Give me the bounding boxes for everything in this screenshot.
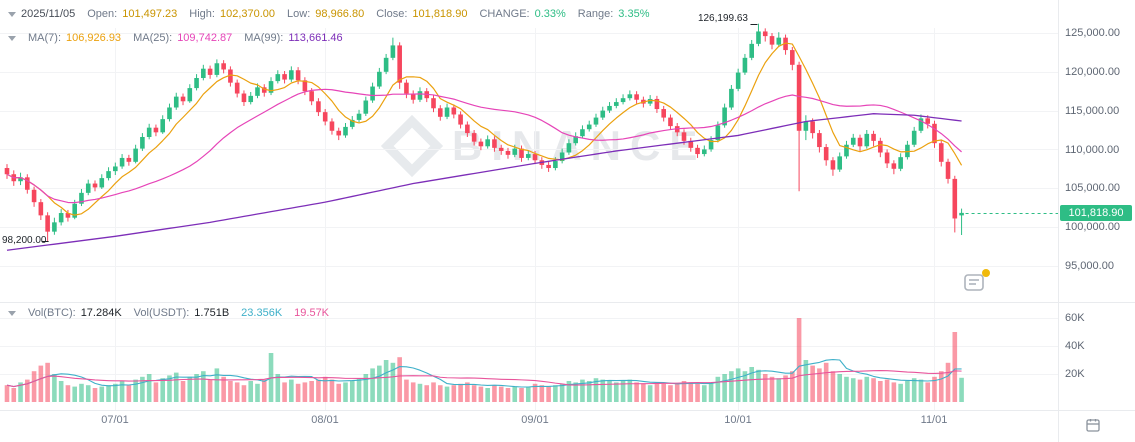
last-price-badge: 101,818.90: [1060, 205, 1132, 221]
range-high-marker: 126,199.63: [697, 13, 748, 24]
volume-header: Vol(BTC): 17.284K Vol(USDT): 1.751B 23.3…: [8, 306, 329, 320]
open-label: Open:: [87, 8, 118, 20]
close-label: Close:: [376, 8, 408, 20]
news-icon: [964, 274, 984, 291]
open-value: 101,497.23: [122, 8, 178, 20]
ma25-value: 109,742.87: [177, 32, 233, 44]
time-axis[interactable]: 07/01 08/01 09/01 10/01 11/01: [0, 414, 1058, 434]
vol-ma-fast-value: 23.356K: [241, 307, 283, 319]
volume-axis: 60K 40K 20K: [1063, 0, 1135, 442]
ma7-label: MA(7):: [28, 32, 61, 44]
close-value: 101,818.90: [412, 8, 468, 20]
vol-btc-value: 17.284K: [80, 307, 122, 319]
range-value: 3.35%: [618, 8, 650, 20]
low-label: Low:: [287, 8, 311, 20]
time-tick: 11/01: [920, 414, 948, 426]
ma-collapse-chevron-icon[interactable]: [8, 35, 16, 41]
volume-tick: 40K: [1065, 340, 1085, 352]
volume-tick: 20K: [1065, 368, 1085, 380]
time-tick: 10/01: [724, 414, 752, 426]
time-tick: 08/01: [311, 414, 339, 426]
time-tick: 07/01: [101, 414, 129, 426]
high-label: High:: [189, 8, 215, 20]
candle-date: 2025/11/05: [21, 8, 76, 20]
time-tick: 09/01: [521, 414, 549, 426]
price-tick: 95,000.00: [1065, 260, 1114, 272]
volume-tick: 60K: [1065, 312, 1085, 324]
ma99-value: 113,661.46: [288, 32, 343, 44]
vol-usdt-value: 1.751B: [194, 307, 230, 319]
range-low-marker: 98,200.00: [2, 235, 47, 246]
price-tick: 125,000.00: [1065, 27, 1121, 39]
ma99-label: MA(99):: [244, 32, 284, 44]
vol-ma-slow-value: 19.57K: [294, 307, 330, 319]
change-label: CHANGE:: [479, 8, 530, 20]
low-value: 98,966.80: [315, 8, 365, 20]
ma-header: MA(7): 106,926.93 MA(25): 109,742.87 MA(…: [8, 31, 343, 45]
ma7-value: 106,926.93: [66, 32, 122, 44]
ohlc-header: 2025/11/05 Open: 101,497.23 High: 102,37…: [8, 7, 649, 21]
price-axis[interactable]: 125,000.00 120,000.00 115,000.00 110,000…: [1063, 0, 1135, 300]
price-tick: 120,000.00: [1065, 66, 1121, 78]
vol-usdt-label: Vol(USDT):: [133, 307, 190, 319]
price-tick: 115,000.00: [1065, 105, 1120, 117]
chevron-down-icon[interactable]: [8, 11, 16, 17]
high-value: 102,370.00: [219, 8, 276, 20]
price-tick: 105,000.00: [1065, 182, 1121, 194]
range-label: Range:: [577, 8, 614, 20]
price-tick: 110,000.00: [1065, 144, 1120, 156]
change-value: 0.33%: [534, 8, 566, 20]
ma25-label: MA(25):: [133, 32, 173, 44]
vol-btc-label: Vol(BTC):: [28, 307, 76, 319]
notification-dot: [982, 269, 990, 277]
axis-settings-icon[interactable]: [1086, 418, 1100, 432]
volume-collapse-chevron-icon[interactable]: [8, 310, 16, 316]
news-widget[interactable]: [963, 269, 993, 297]
price-tick: 100,000.00: [1065, 221, 1121, 233]
